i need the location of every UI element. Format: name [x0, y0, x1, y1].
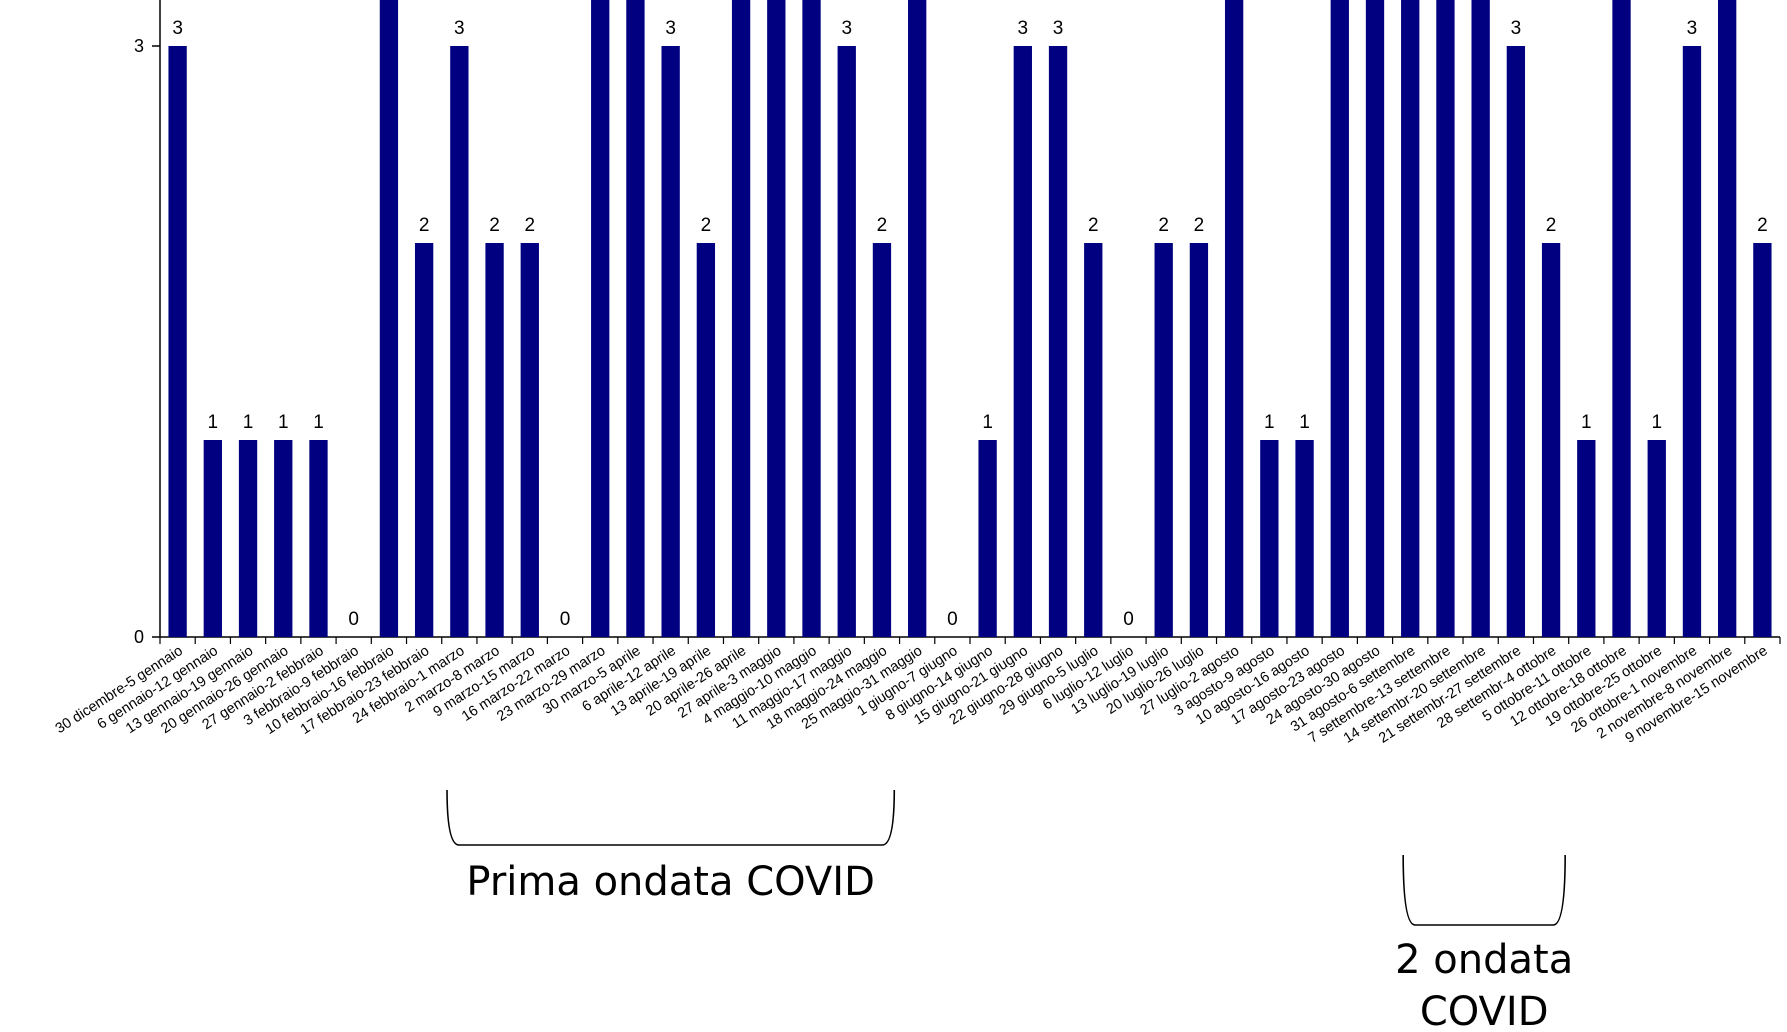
bar: [1189, 243, 1209, 637]
data-label: 3: [1053, 18, 1064, 39]
bar: [626, 0, 645, 637]
data-label: 1: [1299, 412, 1310, 433]
data-label: 2: [1088, 215, 1099, 236]
data-label: 1: [278, 412, 289, 433]
data-label: 0: [348, 609, 359, 630]
bar: [1260, 440, 1279, 637]
annotation-bracket: [446, 789, 896, 846]
bar: [485, 243, 504, 637]
data-label: 1: [1264, 412, 1275, 433]
bar: [1048, 46, 1068, 637]
bar: [1401, 0, 1420, 637]
y-tick-label: 3: [134, 36, 144, 56]
bar: [1224, 0, 1244, 637]
data-label: 1: [208, 412, 219, 433]
bars-group: [168, 0, 1772, 637]
data-label: 2: [701, 215, 712, 236]
bar: [802, 0, 821, 637]
bar: [1647, 440, 1666, 637]
bar: [1365, 0, 1385, 637]
data-label: 3: [1687, 18, 1698, 39]
bar: [309, 440, 328, 637]
y-tick-label: 0: [134, 627, 144, 647]
bar: [872, 243, 892, 637]
data-label: 1: [982, 412, 993, 433]
annotation-bracket: [1402, 854, 1566, 926]
bar: [1154, 243, 1173, 637]
bar: [1330, 0, 1349, 637]
data-label: 3: [1511, 18, 1522, 39]
bar: [696, 243, 716, 637]
annotations-group: Prima ondata COVID 2 ondata COVID: [446, 789, 1573, 1032]
data-label: 3: [1018, 18, 1029, 39]
data-label: 2: [419, 215, 430, 236]
data-label: 1: [1581, 412, 1592, 433]
data-label: 3: [172, 18, 183, 39]
bar: [1577, 440, 1596, 637]
data-label: 2: [1158, 215, 1169, 236]
bar: [908, 0, 927, 637]
data-label: 2: [489, 215, 500, 236]
data-label: 1: [313, 412, 324, 433]
bar: [520, 243, 539, 637]
bar: [203, 440, 222, 637]
bar: [767, 0, 786, 637]
bar: [1718, 0, 1737, 637]
bar: [837, 46, 856, 637]
data-label: 3: [665, 18, 676, 39]
bar: [1084, 243, 1103, 637]
data-label: 1: [243, 412, 254, 433]
data-label: 3: [454, 18, 465, 39]
annotation-text: Prima ondata COVID: [466, 859, 874, 905]
bar: [1471, 0, 1490, 637]
data-label: 0: [947, 609, 958, 630]
bar: [1753, 243, 1772, 637]
bar: [450, 46, 469, 637]
data-label: 2: [877, 215, 888, 236]
annotation-text: 2 ondata: [1395, 937, 1573, 983]
y-axis: 0369: [134, 0, 161, 647]
bar: [1295, 440, 1314, 637]
data-labels-group: 3111104232205632456325013320225114975432…: [172, 18, 1768, 630]
data-label: 1: [1651, 412, 1662, 433]
bar: [591, 0, 610, 637]
bar: [1541, 243, 1561, 637]
bar: [168, 46, 187, 637]
bar: [379, 0, 399, 637]
bar: [731, 0, 751, 637]
annotation-text: COVID: [1420, 989, 1549, 1032]
bar: [978, 440, 997, 637]
bar: [238, 440, 258, 637]
data-label: 2: [1194, 215, 1205, 236]
x-axis: [159, 636, 1781, 644]
data-label: 2: [1546, 215, 1557, 236]
bar: [1013, 46, 1032, 637]
bar: [1612, 0, 1631, 637]
data-label: 2: [1757, 215, 1768, 236]
bar: [274, 440, 293, 637]
bar: [1436, 0, 1455, 637]
bar: [1506, 46, 1526, 637]
data-label: 0: [1123, 609, 1134, 630]
data-label: 3: [841, 18, 852, 39]
data-label: 2: [524, 215, 535, 236]
bar: [414, 243, 434, 637]
bar: [661, 46, 680, 637]
bar: [1682, 46, 1702, 637]
data-label: 0: [560, 609, 571, 630]
